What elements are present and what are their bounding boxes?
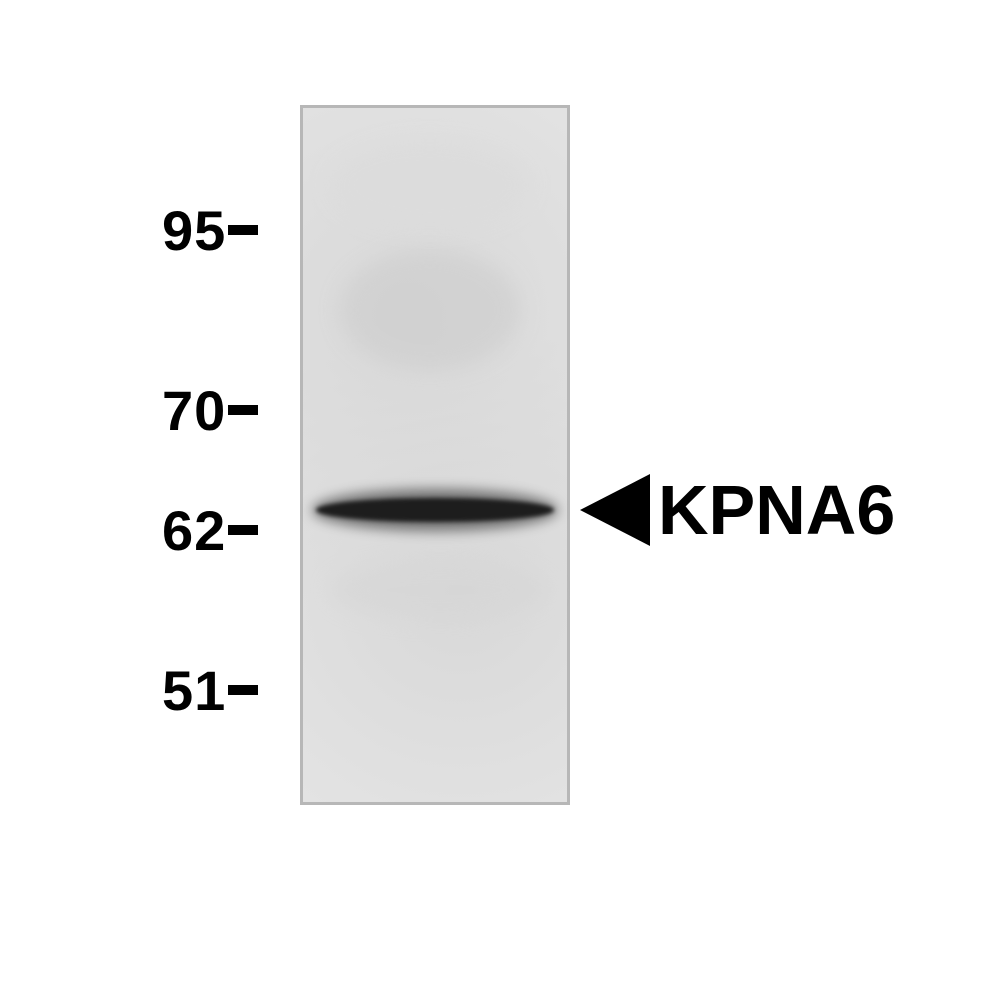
mw-label: 95 [162,198,226,263]
band-KPNA6 [316,498,554,522]
lane-smudge [330,560,550,620]
mw-tick [228,685,258,695]
arrow-left-icon [580,474,650,546]
blot-canvas: 95 70 62 51 KPNA6 [0,0,1000,1000]
mw-tick [228,225,258,235]
mw-label: 70 [162,378,226,443]
mw-label: 62 [162,498,226,563]
mw-marker-70: 70 [162,382,258,438]
mw-tick [228,525,258,535]
lane-smudge [330,140,530,230]
lane-smudge [340,250,520,370]
band-label-row: KPNA6 [580,474,895,546]
mw-label: 51 [162,658,226,723]
mw-tick [228,405,258,415]
mw-marker-95: 95 [162,202,258,258]
band-label-text: KPNA6 [658,474,895,546]
mw-marker-62: 62 [162,502,258,558]
mw-marker-51: 51 [162,662,258,718]
